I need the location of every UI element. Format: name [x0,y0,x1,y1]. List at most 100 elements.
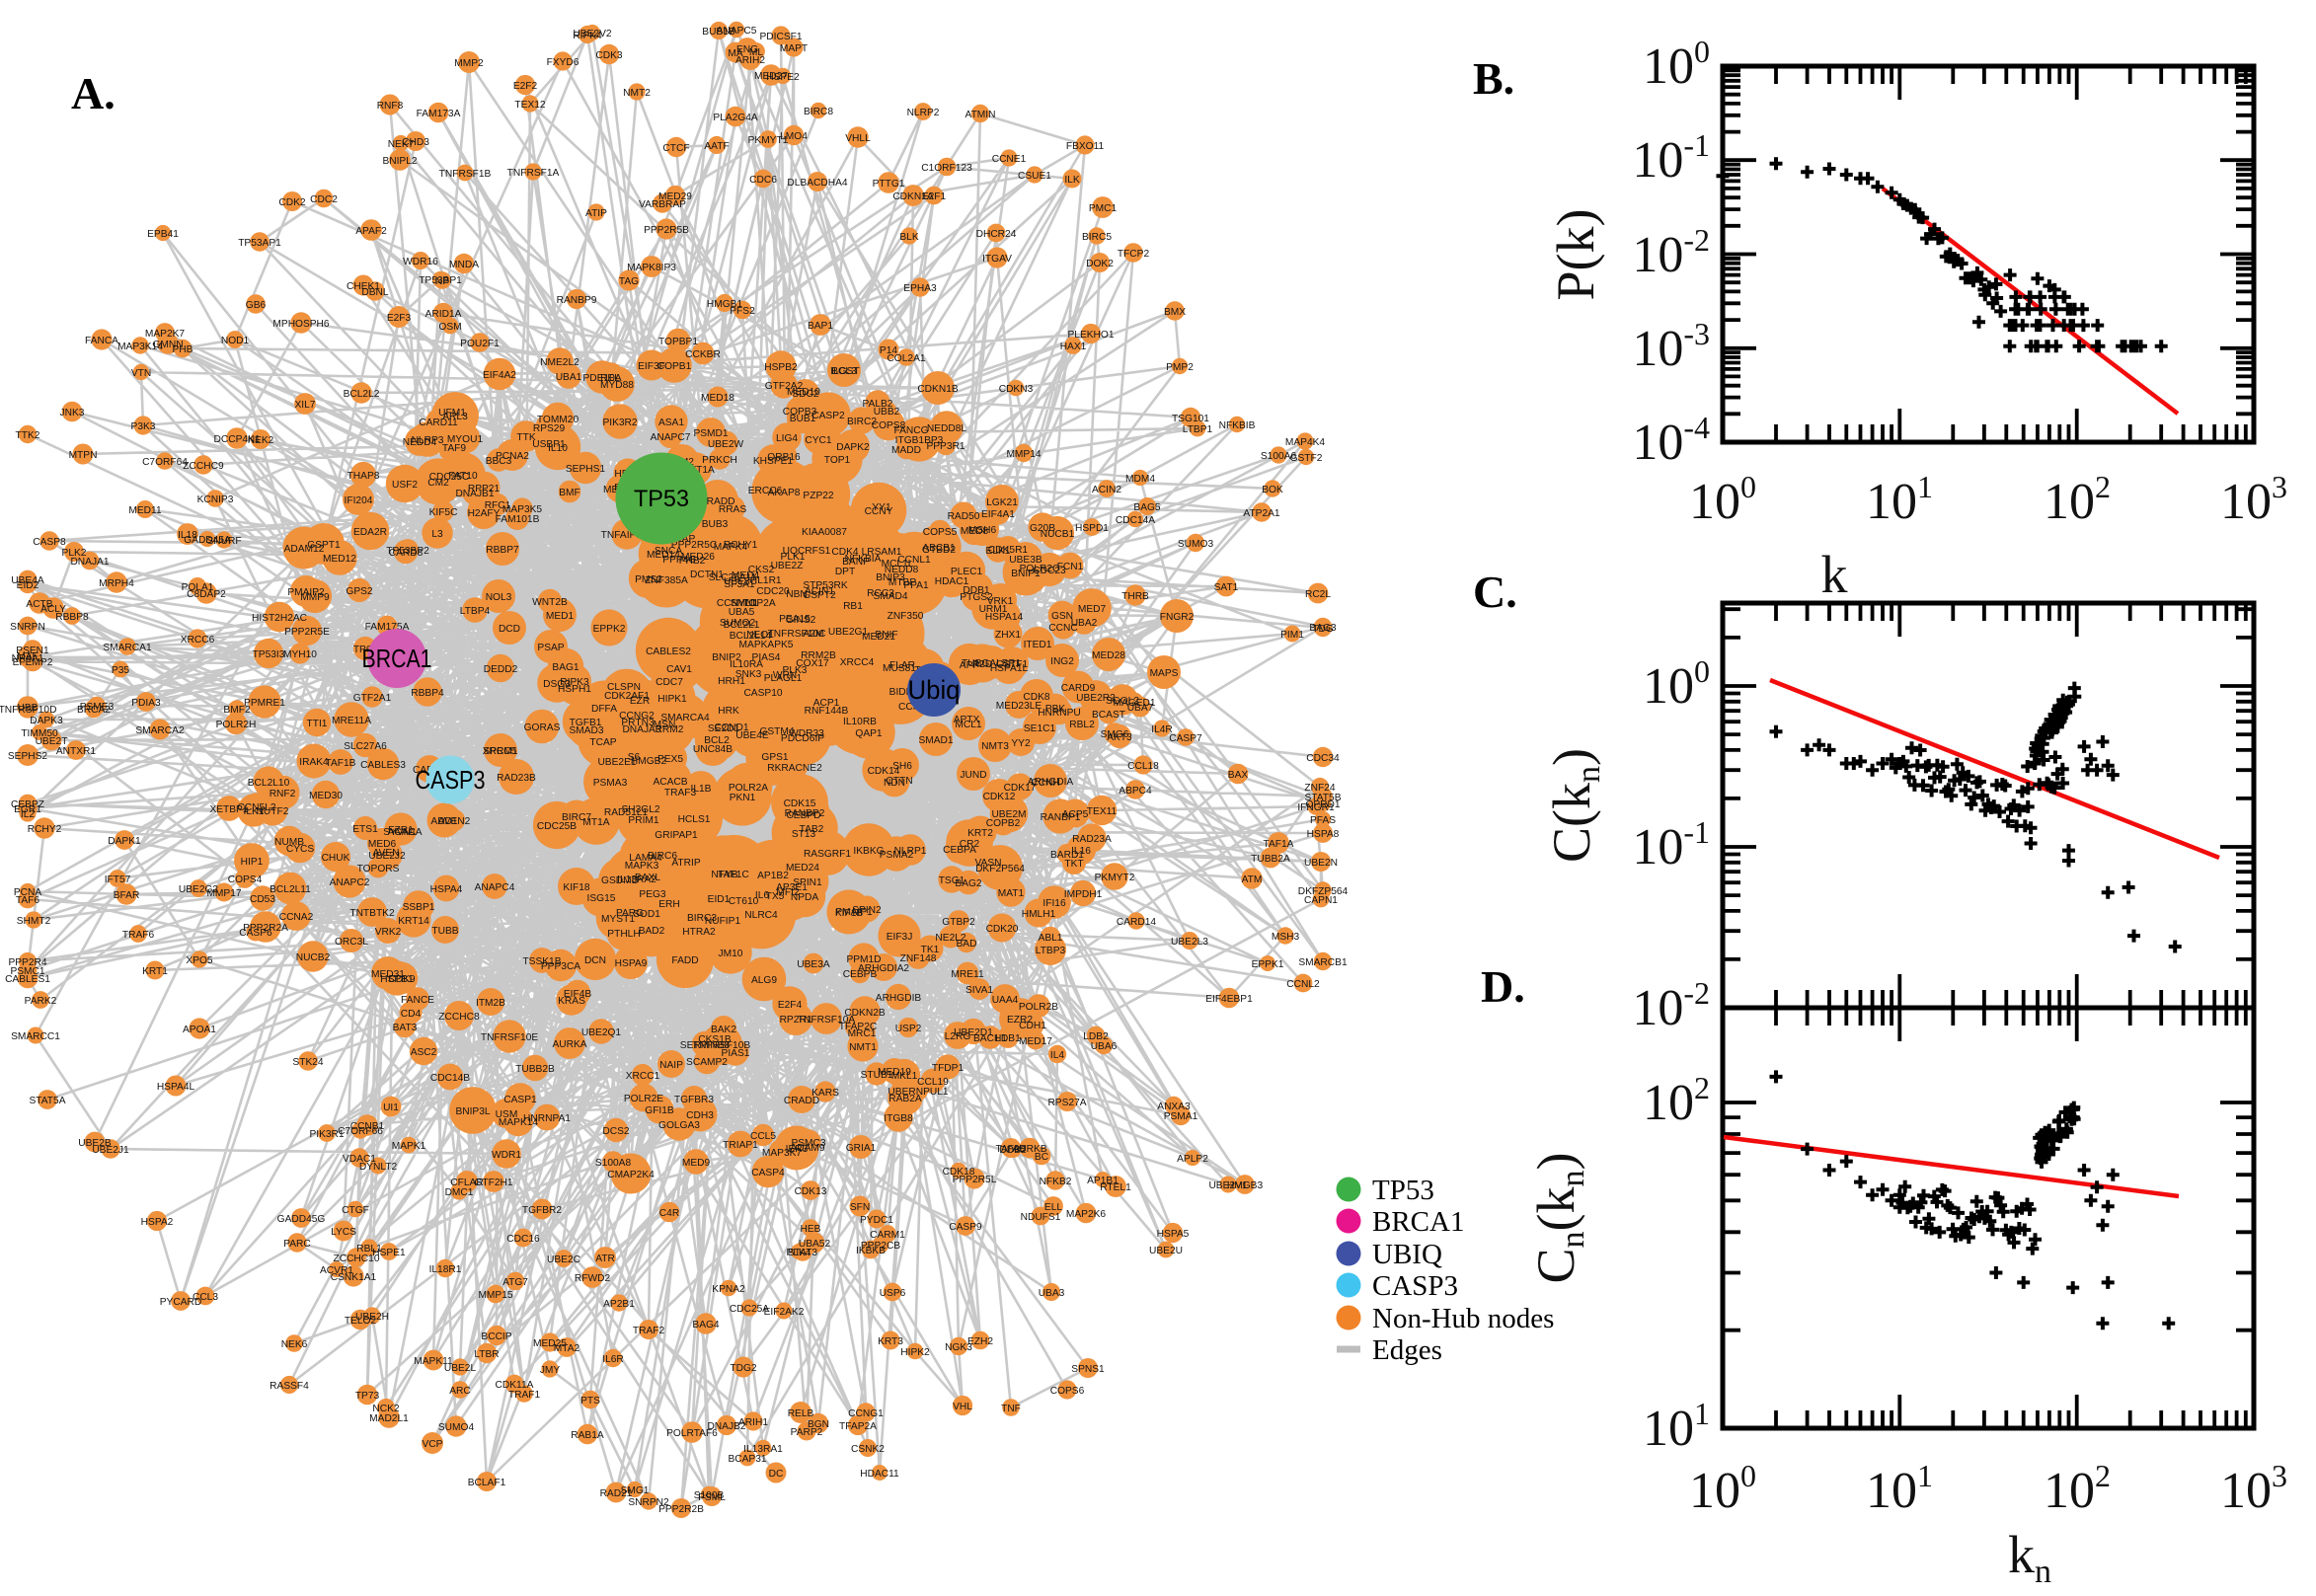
svg-text:NEK7: NEK7 [388,139,415,150]
svg-text:GFI1B: GFI1B [645,1105,674,1116]
svg-text:GSTM4: GSTM4 [759,726,794,737]
svg-text:PTS: PTS [580,1396,600,1406]
svg-text:DFFA: DFFA [591,704,617,715]
svg-text:ERH: ERH [658,899,680,910]
svg-text:CDC25A: CDC25A [730,1304,769,1315]
svg-text:LMO4: LMO4 [780,131,808,142]
svg-text:TGFBR2: TGFBR2 [522,1205,563,1216]
svg-text:CASP2: CASP2 [811,411,845,421]
svg-text:MAP3K14: MAP3K14 [117,342,163,352]
svg-text:LDB1: LDB1 [995,1033,1021,1044]
svg-text:RRM2: RRM2 [656,724,684,735]
svg-text:TNFAIP8L2: TNFAIP8L2 [601,530,654,541]
svg-text:MT1A: MT1A [582,817,609,828]
svg-text:CDKN3: CDKN3 [999,384,1034,395]
svg-text:ARHGDIA2: ARHGDIA2 [858,963,909,974]
svg-text:NDUFS1: NDUFS1 [1021,1212,1061,1223]
svg-text:NP: NP [435,276,449,287]
svg-text:LGK21: LGK21 [986,497,1018,508]
svg-text:EZH2: EZH2 [967,1336,993,1347]
svg-text:EIF4A1: EIF4A1 [981,509,1015,520]
svg-text:MED1: MED1 [546,611,575,622]
svg-text:GADD45A: GADD45A [184,535,231,546]
svg-text:SF3A1: SF3A1 [724,579,754,590]
svg-text:CABLES1: CABLES1 [5,974,50,985]
svg-text:IL10RB: IL10RB [843,717,877,727]
svg-text:CDK17: CDK17 [1004,783,1037,794]
svg-text:IL1B: IL1B [691,784,712,795]
svg-text:E2F2: E2F2 [513,81,538,92]
svg-text:SERPINB8: SERPINB8 [680,1040,731,1051]
svg-text:MUS81: MUS81 [883,663,916,674]
svg-text:RBBP4: RBBP4 [411,688,444,699]
svg-text:MDM4: MDM4 [1125,474,1155,485]
svg-text:MAP2K6: MAP2K6 [1066,1209,1107,1220]
svg-text:GSTF2: GSTF2 [1290,453,1323,464]
svg-text:MTA2: MTA2 [554,1343,580,1354]
svg-text:UBE2V2: UBE2V2 [573,29,611,39]
svg-text:PIM1: PIM1 [1280,630,1304,641]
svg-text:HRH1: HRH1 [718,676,745,687]
svg-text:RCC3: RCC3 [867,588,894,599]
svg-text:RFC1: RFC1 [485,500,511,511]
svg-text:DNAJA3: DNAJA3 [622,724,660,735]
svg-text:BUB1B: BUB1B [702,27,735,38]
svg-text:WRN: WRN [773,670,797,681]
svg-text:EIF2AK2: EIF2AK2 [764,1307,805,1318]
svg-text:ATR: ATR [595,1254,615,1264]
svg-text:IL6R: IL6R [602,1354,624,1365]
svg-text:RAD50: RAD50 [948,511,980,522]
svg-text:MAP3K7: MAP3K7 [762,1148,803,1159]
svg-text:CDKN1A: CDKN1A [892,191,934,202]
svg-text:SUMO2: SUMO2 [720,618,756,629]
svg-text:MAPK11: MAPK11 [414,1356,453,1367]
svg-text:GTBD2: GTBD2 [922,545,956,556]
svg-text:SNRPN: SNRPN [10,622,45,633]
svg-text:APP: APP [960,660,980,671]
svg-text:IRAK4: IRAK4 [299,757,329,768]
svg-text:PSME3: PSME3 [80,702,115,713]
svg-text:CEBPD: CEBPD [786,810,820,821]
svg-text:ATP2A1: ATP2A1 [1243,508,1280,519]
svg-text:BMF2: BMF2 [223,705,251,716]
svg-text:TNFRSF10B: TNFRSF10B [693,1040,751,1051]
svg-text:FZR1: FZR1 [388,825,414,836]
svg-text:MMP2: MMP2 [454,58,484,69]
svg-text:CARD9: CARD9 [1061,683,1096,694]
svg-text:AKT3: AKT3 [1107,732,1132,743]
svg-text:IFI204: IFI204 [345,495,373,506]
svg-text:SNCA: SNCA [655,546,683,557]
svg-text:HIPK2: HIPK2 [900,1347,930,1358]
svg-text:NEDD4: NEDD4 [403,437,437,448]
svg-text:PEX5: PEX5 [657,754,683,765]
svg-text:ATRIP: ATRIP [671,858,700,869]
svg-text:VDAC1: VDAC1 [343,1154,376,1165]
svg-text:MRE11: MRE11 [951,969,984,980]
svg-text:PPP2R5E: PPP2R5E [284,627,330,638]
svg-text:XRCC4: XRCC4 [840,657,875,668]
svg-text:UBA5: UBA5 [729,607,755,618]
svg-text:MED9: MED9 [682,1158,711,1169]
svg-text:IFT57: IFT57 [105,874,131,885]
svg-text:MED19: MED19 [878,1067,911,1078]
svg-text:PSMA1: PSMA1 [1164,1111,1198,1122]
svg-text:ACTB: ACTB [26,599,52,610]
svg-text:PPP2R2A: PPP2R2A [243,923,288,934]
svg-text:MED11: MED11 [128,505,162,516]
svg-text:BIRC6: BIRC6 [648,851,677,862]
svg-text:RP2R1: RP2R1 [780,1015,812,1026]
svg-text:UBE2N: UBE2N [1304,858,1338,869]
svg-text:RANBP2: RANBP2 [785,808,825,819]
svg-text:UBE2J1: UBE2J1 [92,1145,129,1156]
svg-text:SSBP1: SSBP1 [403,902,435,913]
svg-text:BAD: BAD [957,939,977,950]
svg-text:STAT3: STAT3 [788,1248,818,1258]
svg-text:RAD23A: RAD23A [1072,834,1112,845]
svg-text:MYH10: MYH10 [283,649,317,660]
svg-text:PSMC3: PSMC3 [791,1138,825,1149]
svg-text:BRCA2: BRCA2 [77,705,111,716]
svg-text:TAF6: TAF6 [16,895,39,906]
svg-text:SUMO4: SUMO4 [438,1422,475,1433]
svg-text:PZP22: PZP22 [803,491,833,501]
svg-text:GPS1: GPS1 [761,752,789,763]
